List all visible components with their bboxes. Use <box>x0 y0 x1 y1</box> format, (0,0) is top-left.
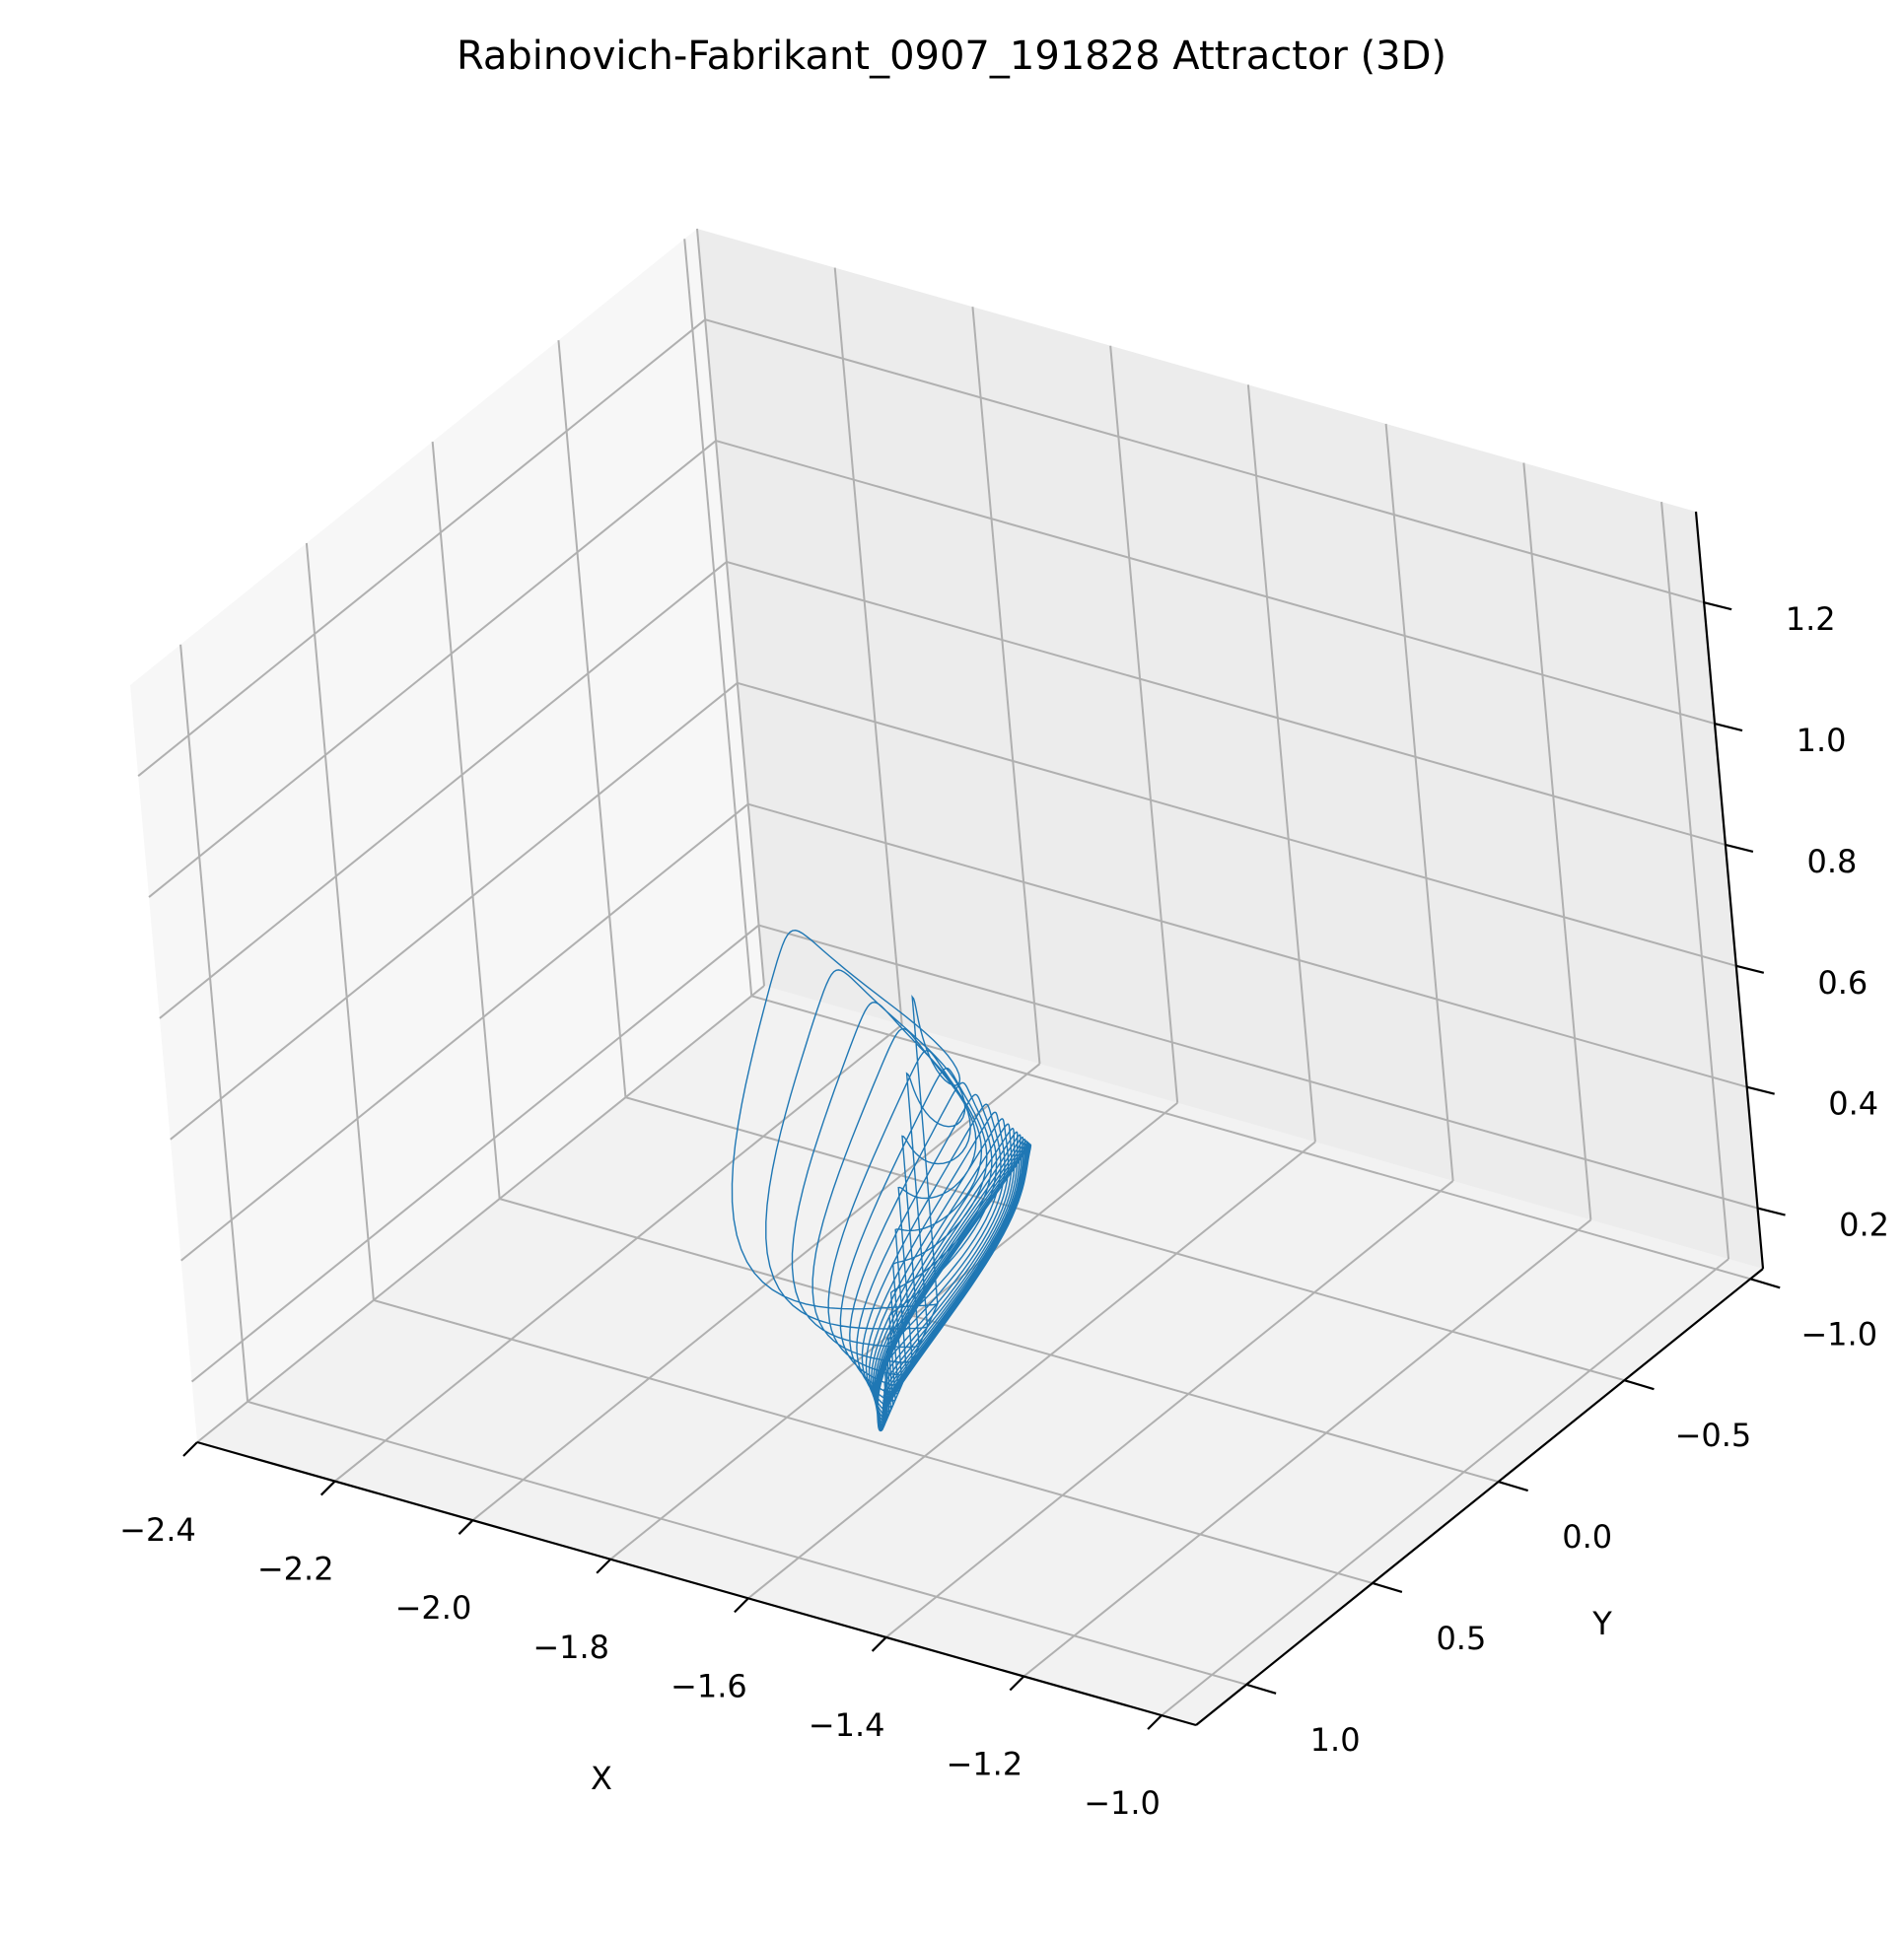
y-tick-label: −1.0 <box>1800 1315 1877 1353</box>
y-axis-label: Y <box>1591 1605 1612 1642</box>
z-axis-ticks: 0.2 0.4 0.6 0.8 1.0 1.2 <box>1703 600 1889 1244</box>
chart-title: Rabinovich-Fabrikant_0907_191828 Attract… <box>457 34 1446 79</box>
x-grid-floor <box>471 1063 1041 1521</box>
x-grid-wall <box>1660 502 1730 1260</box>
z-tick-mark <box>1725 843 1754 853</box>
y-grid-wall <box>683 239 753 997</box>
x-grid-wall <box>1246 384 1316 1143</box>
z-grid-left <box>159 561 728 1019</box>
x-grid-floor <box>747 1141 1316 1600</box>
x-grid-wall <box>696 228 765 987</box>
z-grid-back <box>715 440 1716 726</box>
z-tick-label: 0.8 <box>1806 843 1857 880</box>
x-grid-floor <box>884 1180 1454 1638</box>
z-grid-back <box>704 318 1705 604</box>
y-axis-line <box>1195 1268 1764 1726</box>
y-grid-wall <box>557 340 627 1098</box>
x-tick-mark <box>319 1480 336 1496</box>
y-tick-label: −0.5 <box>1675 1417 1752 1454</box>
z-grid-left <box>148 440 717 898</box>
z-grid-back <box>737 681 1737 967</box>
z-tick-mark <box>1746 1085 1775 1095</box>
x-tick-label: −1.0 <box>1084 1784 1161 1822</box>
y-grid-floor <box>625 1096 1625 1382</box>
x-tick-label: −1.6 <box>670 1667 747 1704</box>
z-tick-label: 1.0 <box>1797 722 1847 759</box>
left-wall-pane <box>130 229 764 1442</box>
trajectory-line <box>731 929 1032 1432</box>
z-tick-label: 0.6 <box>1817 964 1868 1002</box>
y-tick-mark <box>1372 1581 1403 1594</box>
z-tick-mark <box>1735 964 1765 974</box>
z-tick-label: 0.4 <box>1828 1085 1878 1123</box>
y-tick-mark <box>1498 1481 1528 1492</box>
z-grid-back <box>758 924 1758 1210</box>
x-tick-mark <box>734 1597 749 1614</box>
y-axis-ticks: −1.0 −0.5 0.0 0.5 1.0 <box>1245 1278 1877 1759</box>
z-tick-label: 1.2 <box>1786 600 1836 638</box>
grid-lines <box>137 228 1758 1716</box>
y-grid-floor <box>499 1198 1499 1484</box>
z-axis-line <box>1694 511 1765 1270</box>
attractor-trajectory <box>731 929 1032 1432</box>
x-grid-wall <box>971 307 1041 1065</box>
x-axis-ticks: −2.4 −2.2 −2.0 −1.8 −1.6 −1.4 −1.2 −1.0 <box>119 1441 1163 1822</box>
x-axis-line <box>196 1440 1197 1727</box>
x-grid-floor <box>1161 1258 1729 1716</box>
z-tick-label: 0.2 <box>1839 1207 1889 1244</box>
x-tick-mark <box>182 1441 198 1457</box>
x-axis-label: X <box>591 1760 612 1797</box>
x-tick-mark <box>458 1519 474 1535</box>
x-tick-label: −2.2 <box>257 1551 334 1588</box>
y-tick-mark <box>1749 1278 1781 1289</box>
y-grid-floor <box>247 1400 1247 1686</box>
x-grid-floor <box>334 1023 903 1483</box>
y-grid-wall <box>179 644 249 1402</box>
z-grid-left <box>170 682 739 1141</box>
x-tick-label: −1.4 <box>809 1706 885 1744</box>
z-tick-mark <box>1757 1207 1786 1216</box>
x-tick-label: −1.2 <box>946 1746 1023 1783</box>
x-tick-mark <box>1009 1675 1025 1692</box>
y-grid-floor <box>373 1298 1374 1584</box>
axis-lines <box>196 511 1765 1727</box>
x-tick-label: −2.0 <box>395 1589 472 1627</box>
x-tick-mark <box>596 1558 611 1574</box>
z-grid-back <box>747 802 1747 1088</box>
z-grid-left <box>137 318 706 777</box>
back-wall-pane <box>697 229 1763 1269</box>
y-tick-mark <box>1245 1683 1277 1695</box>
x-tick-mark <box>871 1636 887 1652</box>
y-grid-wall <box>305 542 375 1301</box>
x-grid-wall <box>833 267 903 1025</box>
x-grid-floor <box>196 985 765 1443</box>
z-tick-mark <box>1714 722 1743 732</box>
x-grid-floor <box>1023 1218 1591 1678</box>
y-tick-label: 1.0 <box>1310 1721 1361 1759</box>
z-grid-left <box>190 924 760 1383</box>
x-grid-wall <box>1384 423 1454 1182</box>
z-grid-left <box>180 802 749 1262</box>
y-tick-label: 0.5 <box>1436 1620 1486 1657</box>
y-grid-wall <box>431 441 501 1200</box>
x-grid-wall <box>1522 462 1592 1220</box>
y-tick-mark <box>1624 1379 1655 1391</box>
x-tick-label: −1.8 <box>532 1629 609 1666</box>
z-grid-back <box>726 560 1727 846</box>
x-tick-mark <box>1147 1714 1163 1730</box>
z-tick-mark <box>1703 601 1732 611</box>
x-grid-wall <box>1109 345 1179 1103</box>
y-tick-label: 0.0 <box>1562 1518 1612 1556</box>
x-tick-label: −2.4 <box>119 1511 196 1549</box>
